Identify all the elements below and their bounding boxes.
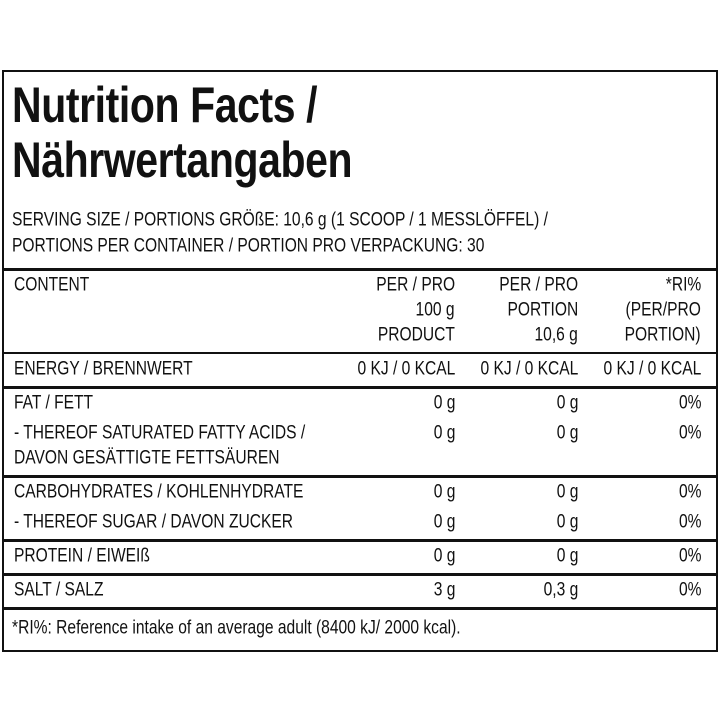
nutrient-value: 0% [678,579,701,601]
divider [4,268,716,271]
divider [4,475,716,478]
serving-info: SERVING SIZE / PORTIONS GRÖßE: 10,6 g (1… [12,209,548,231]
column-header: *RI% [665,274,701,296]
column-header: 100 g [416,299,455,321]
nutrient-value: 0 KJ / 0 KCAL [480,358,578,380]
nutrient-label: DAVON GESÄTTIGTE FETTSÄUREN [14,447,280,469]
divider [4,539,716,542]
nutrient-value: 0 g [556,422,578,444]
nutrient-label: PROTEIN / EIWEIß [14,545,150,567]
nutrient-value: 0% [678,511,701,533]
nutrient-value: 0 g [433,511,455,533]
nutrient-value: 0% [678,545,701,567]
nutrient-value: 0% [678,392,701,414]
title: Nährwertangaben [12,132,353,188]
nutrient-value: 0 KJ / 0 KCAL [603,358,701,380]
nutrient-label: ENERGY / BRENNWERT [14,358,193,380]
nutrient-value: 0 g [556,511,578,533]
column-header: PRODUCT [377,324,455,346]
column-header: (PER/PRO [625,299,701,321]
nutrient-label: CARBOHYDRATES / KOHLENHYDRATE [14,481,304,503]
column-header: PER / PRO [499,274,578,296]
nutrient-value: 0 g [433,422,455,444]
nutrient-label: SALT / SALZ [14,579,104,601]
nutrient-value: 0% [678,481,701,503]
divider [4,607,716,610]
footnote: *RI%: Reference intake of an average adu… [12,617,461,639]
column-header: CONTENT [14,274,90,296]
nutrient-value: 0 g [433,481,455,503]
column-header: PORTION) [625,324,701,346]
column-header: PER / PRO [376,274,455,296]
divider [4,386,716,389]
divider [4,352,716,354]
nutrition-label: Nutrition Facts / Nährwertangaben SERVING … [2,70,718,652]
column-header: PORTION [507,299,578,321]
nutrient-label: - THEREOF SATURATED FATTY ACIDS / [14,422,306,444]
nutrient-value: 0,3 g [543,579,578,601]
nutrient-label: FAT / FETT [14,392,94,414]
column-header: 10,6 g [534,324,578,346]
nutrient-value: 0 g [433,392,455,414]
divider [4,573,716,576]
serving-info: PORTIONS PER CONTAINER / PORTION PRO VER… [12,235,485,257]
nutrient-value: 0 KJ / 0 KCAL [357,358,455,380]
nutrient-label: - THEREOF SUGAR / DAVON ZUCKER [14,511,294,533]
nutrient-value: 3 g [433,579,455,601]
nutrient-value: 0 g [556,481,578,503]
nutrient-value: 0% [678,422,701,444]
nutrient-value: 0 g [433,545,455,567]
nutrient-value: 0 g [556,545,578,567]
nutrient-value: 0 g [556,392,578,414]
title: Nutrition Facts / [12,77,318,133]
